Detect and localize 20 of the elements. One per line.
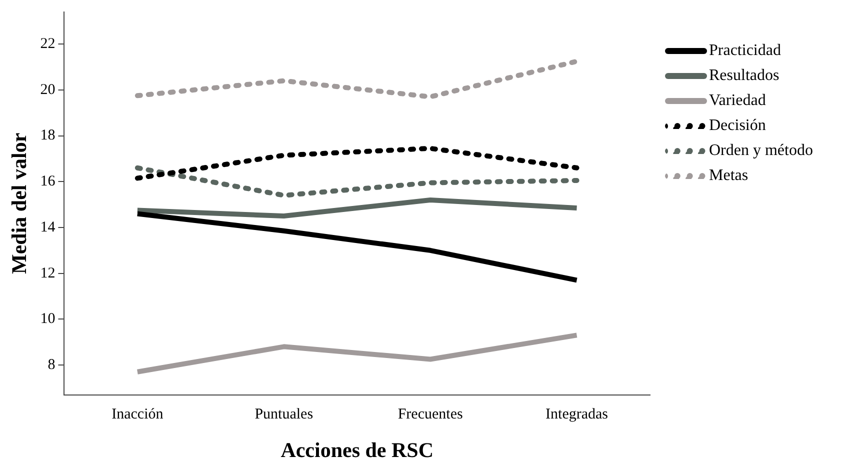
y-tick-label: 12	[40, 265, 56, 282]
legend-label: Variedad	[709, 92, 766, 110]
y-tick-label: 18	[40, 128, 56, 144]
y-tick-label: 8	[48, 356, 56, 373]
y-axis-title: Media del valor	[7, 132, 32, 274]
y-tick-label: 22	[40, 36, 56, 52]
legend-label: Orden y método	[709, 142, 813, 160]
legend-label: Metas	[709, 166, 748, 184]
y-tick-label: 20	[40, 82, 56, 98]
x-tick-label: Puntuales	[254, 406, 314, 423]
legend-label: Decisión	[709, 116, 766, 134]
y-tick-label: 14	[40, 219, 56, 236]
x-tick-label: Frecuentes	[398, 406, 463, 423]
legend-label: Practicidad	[709, 42, 781, 60]
x-tick-label: Inacción	[112, 406, 164, 423]
legend-label: Resultados	[709, 66, 780, 84]
x-tick-label: Integradas	[546, 406, 608, 423]
y-tick-label: 10	[40, 311, 56, 328]
y-tick-label: 16	[40, 174, 56, 190]
x-axis-title: Acciones de RSC	[280, 438, 434, 462]
